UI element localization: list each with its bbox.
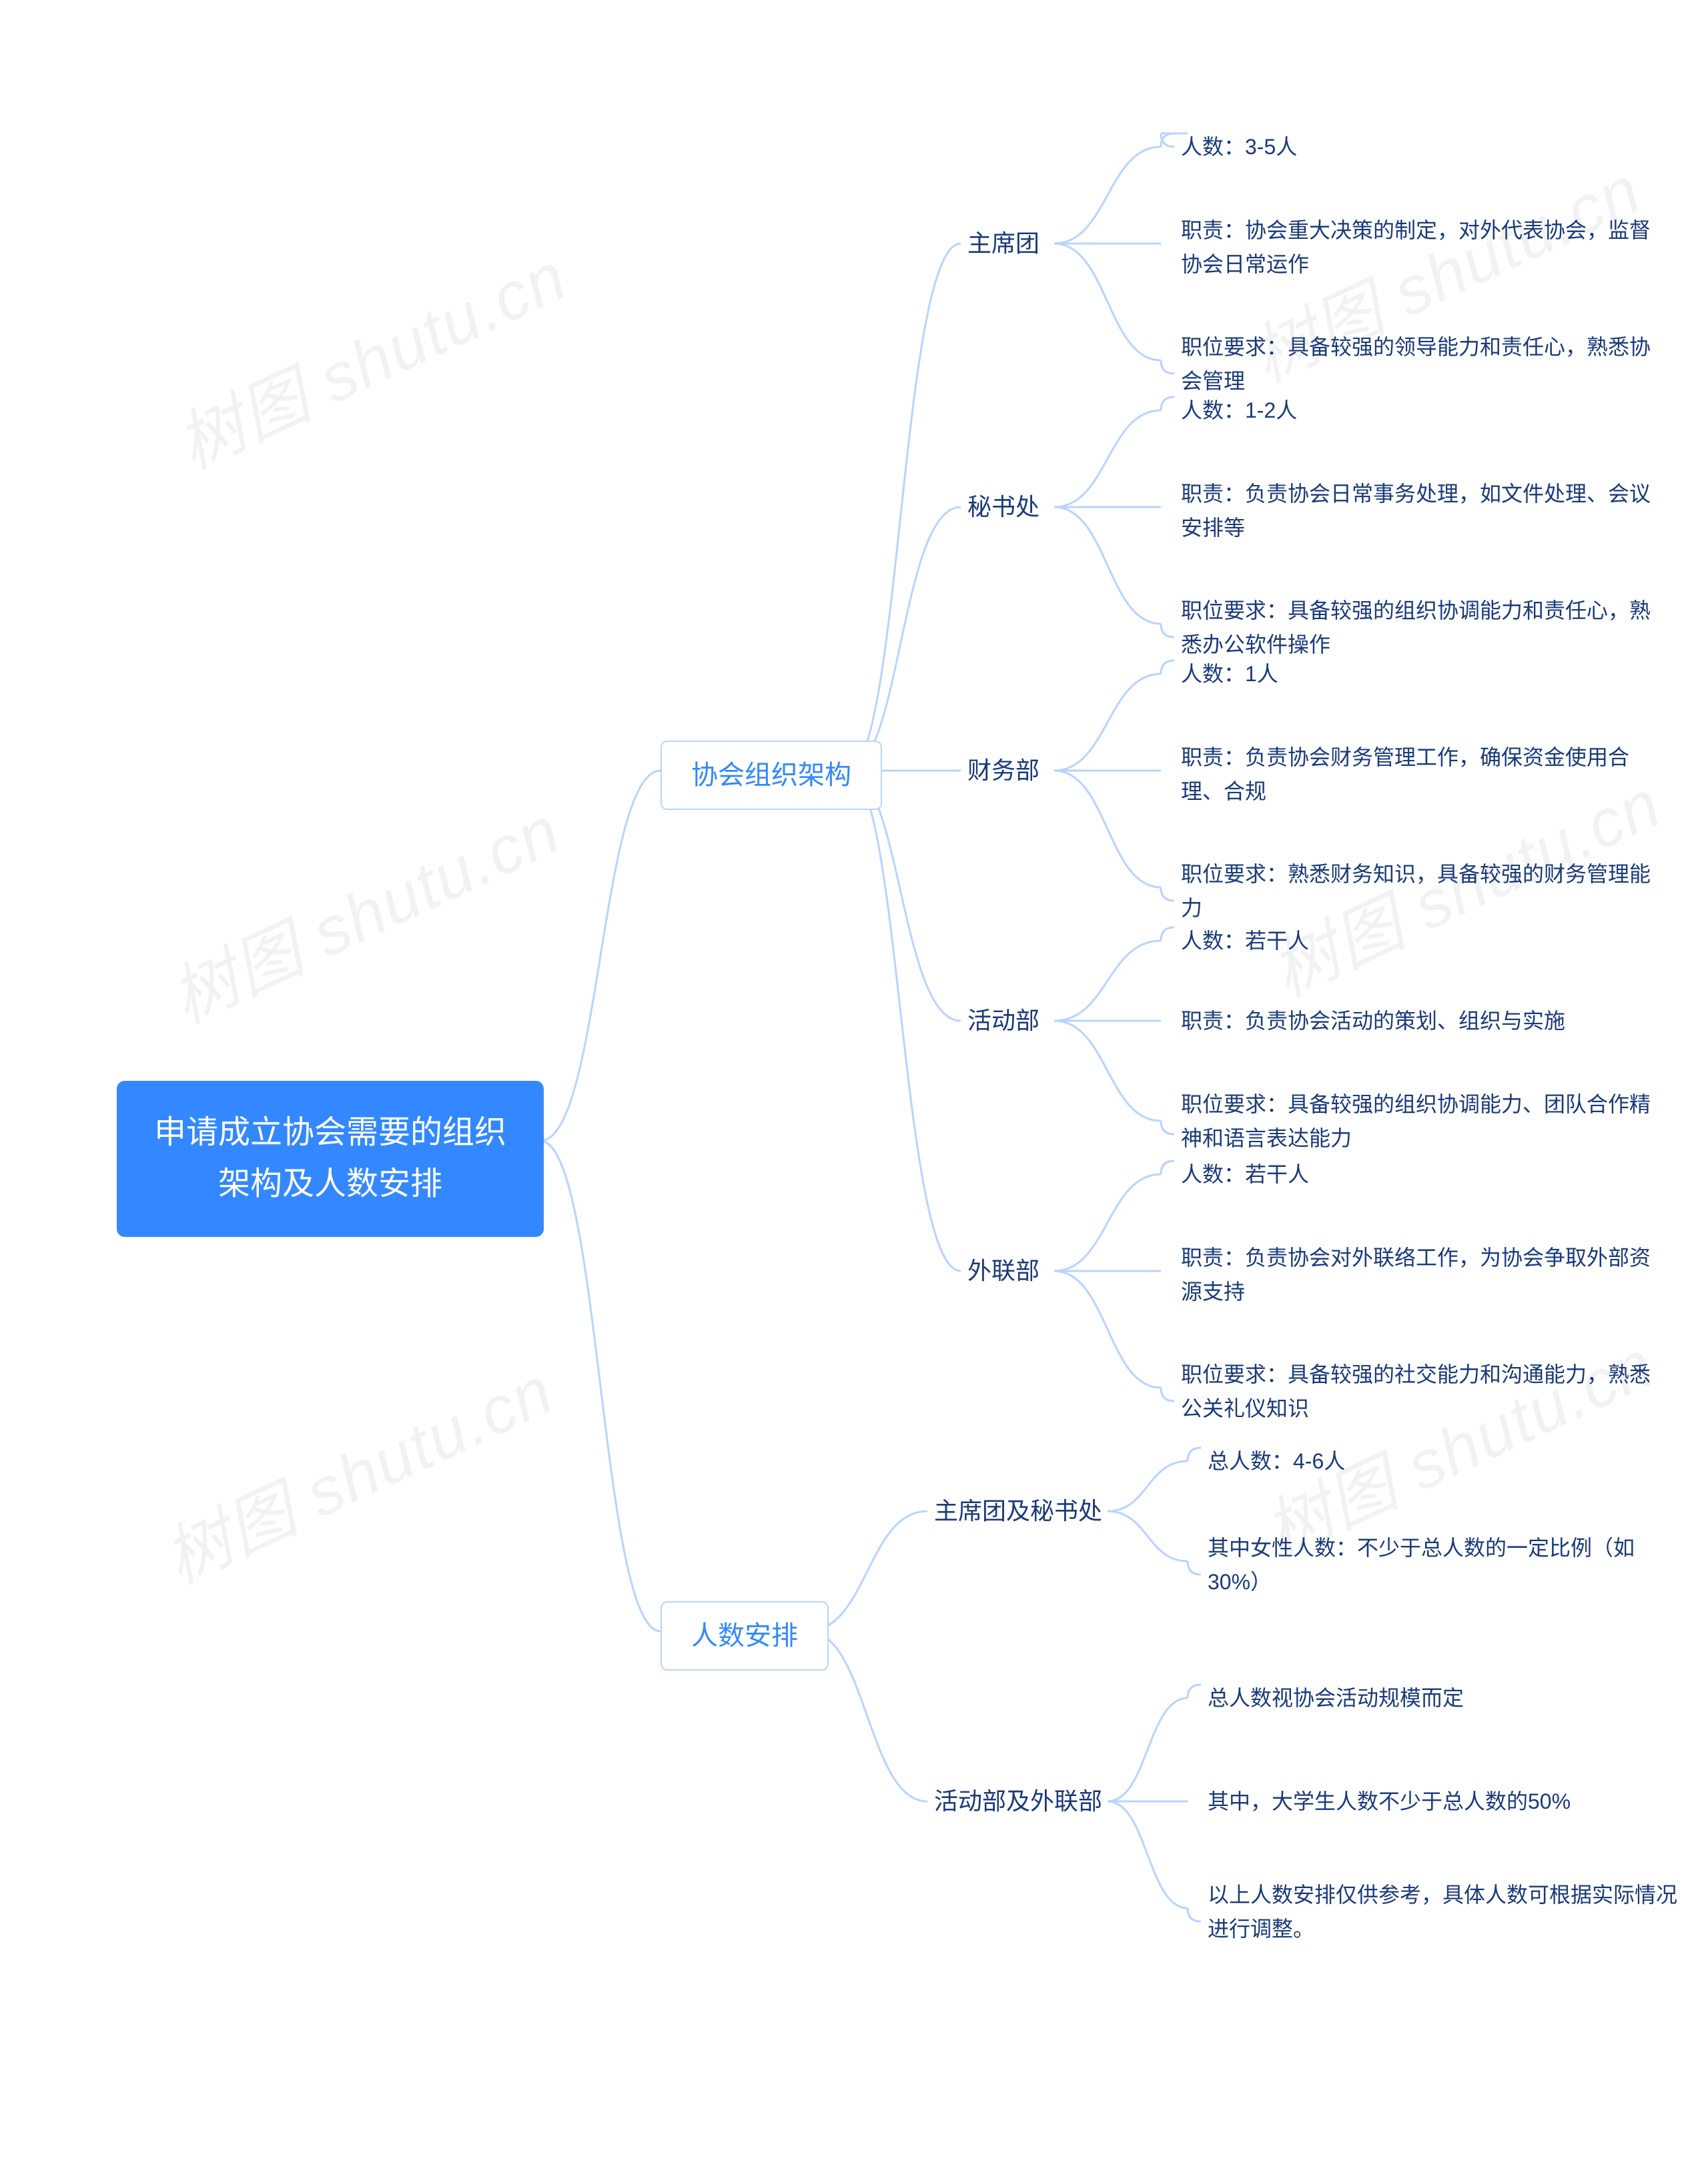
sub-presidium: 主席团 (967, 227, 1039, 260)
leaf-activities-req: 职位要求：具备较强的组织协调能力、团队合作精神和语言表达能力 (1181, 1087, 1661, 1156)
watermark: 树图 shutu.cn (159, 223, 580, 488)
leaf-ps-female: 其中女性人数：不少于总人数的一定比例（如30%） (1208, 1531, 1688, 1599)
branch-headcount: 人数安排 (661, 1601, 829, 1671)
leaf-ae-total: 总人数视协会活动规模而定 (1208, 1681, 1464, 1715)
leaf-finance-count: 人数：1人 (1181, 657, 1278, 691)
sub-activities-external: 活动部及外联部 (934, 1785, 1102, 1818)
leaf-external-count: 人数：若干人 (1181, 1158, 1309, 1192)
leaf-external-req: 职位要求：具备较强的社交能力和沟通能力，熟悉公关礼仪知识 (1181, 1358, 1661, 1426)
sub-activities: 活动部 (967, 1004, 1039, 1037)
branch-org-structure: 协会组织架构 (661, 741, 882, 810)
leaf-secretariat-req: 职位要求：具备较强的组织协调能力和责任心，熟悉办公软件操作 (1181, 594, 1661, 662)
sub-external: 外联部 (967, 1254, 1039, 1288)
leaf-activities-duties: 职责：负责协会活动的策划、组织与实施 (1181, 1004, 1565, 1038)
leaf-presidium-count: 人数：3-5人 (1181, 130, 1297, 164)
leaf-ae-note: 以上人数安排仅供参考，具体人数可根据实际情况进行调整。 (1208, 1878, 1688, 1946)
branch-label: 人数安排 (691, 1621, 798, 1651)
leaf-external-duties: 职责：负责协会对外联络工作，为协会争取外部资源支持 (1181, 1241, 1661, 1309)
leaf-secretariat-count: 人数：1-2人 (1181, 394, 1297, 428)
leaf-finance-duties: 职责：负责协会财务管理工作，确保资金使用合理、合规 (1181, 741, 1661, 809)
leaf-secretariat-duties: 职责：负责协会日常事务处理，如文件处理、会议安排等 (1181, 477, 1661, 545)
root-node: 申请成立协会需要的组织架构及人数安排 (117, 1081, 544, 1237)
leaf-finance-req: 职位要求：熟悉财务知识，具备较强的财务管理能力 (1181, 857, 1661, 925)
root-label: 申请成立协会需要的组织架构及人数安排 (154, 1115, 506, 1202)
branch-label: 协会组织架构 (691, 761, 851, 790)
sub-finance: 财务部 (967, 754, 1039, 787)
leaf-ps-total: 总人数：4-6人 (1208, 1444, 1345, 1478)
leaf-activities-count: 人数：若干人 (1181, 924, 1309, 958)
leaf-presidium-req: 职位要求：具备较强的领导能力和责任心，熟悉协会管理 (1181, 330, 1661, 398)
leaf-ae-students: 其中，大学生人数不少于总人数的50% (1208, 1785, 1571, 1819)
sub-presidium-secretariat: 主席团及秘书处 (934, 1494, 1102, 1528)
watermark: 树图 shutu.cn (146, 1337, 566, 1602)
leaf-presidium-duties: 职责：协会重大决策的制定，对外代表协会，监督协会日常运作 (1181, 213, 1661, 282)
watermark: 树图 shutu.cn (153, 777, 573, 1041)
sub-secretariat: 秘书处 (967, 490, 1039, 524)
